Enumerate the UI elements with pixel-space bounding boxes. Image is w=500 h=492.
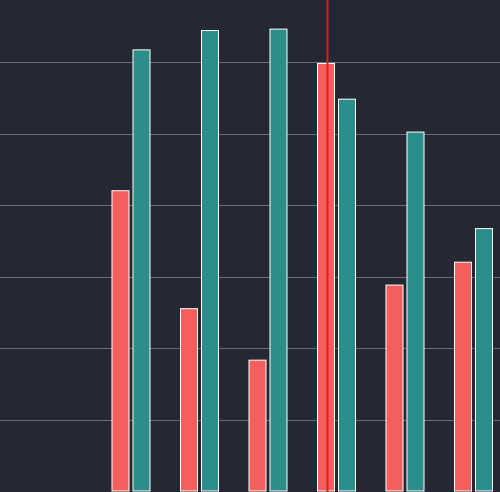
bar-series-1-category-6 — [475, 228, 493, 492]
bar-series-1-category-2 — [201, 30, 219, 492]
bar-series-0-category-4 — [317, 62, 335, 492]
bars — [111, 28, 493, 492]
bar-series-1-category-1 — [132, 49, 151, 492]
bar-series-1-category-3 — [269, 28, 288, 492]
bar-series-0-category-3 — [248, 359, 267, 492]
bar-series-1-category-4 — [338, 98, 356, 492]
bar-series-0-category-2 — [180, 308, 198, 492]
bar-series-1-category-5 — [406, 131, 425, 492]
bar-series-0-category-1 — [111, 190, 130, 492]
bar-series-0-category-5 — [385, 284, 404, 492]
bar-series-0-category-6 — [454, 261, 472, 492]
